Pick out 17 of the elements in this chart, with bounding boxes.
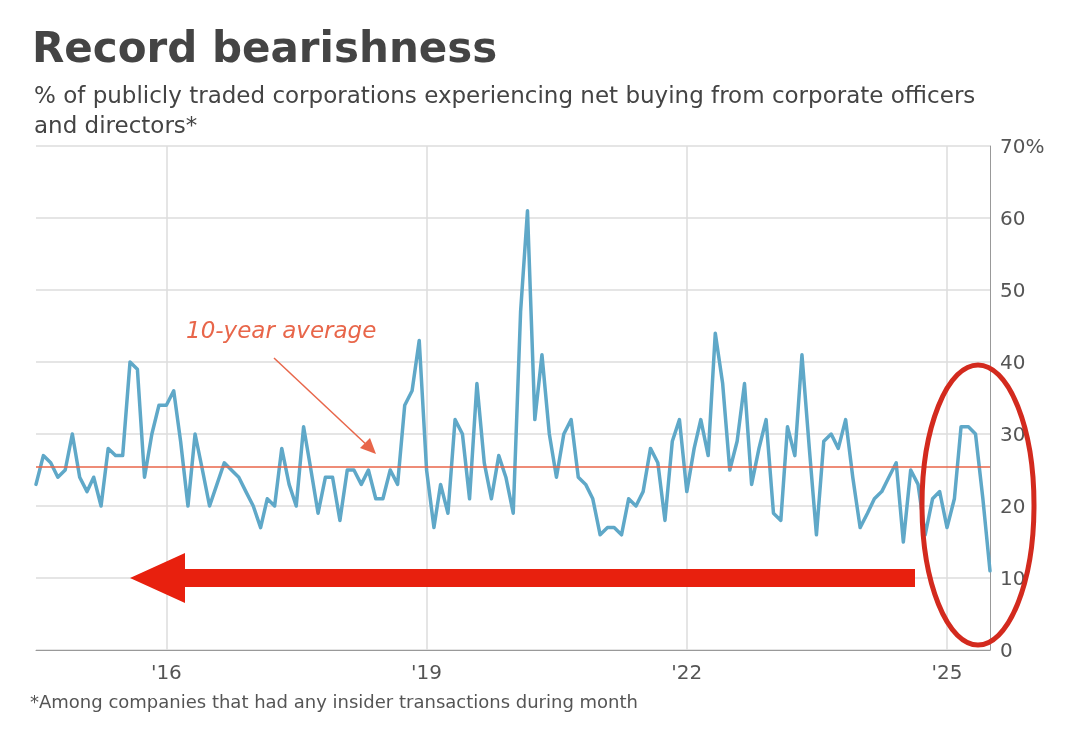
chart-title: Record bearishness (32, 22, 498, 72)
y-tick-label: 50 (1000, 278, 1026, 302)
x-tick-label: '19 (411, 660, 443, 684)
y-tick-label: 60 (1000, 206, 1026, 230)
ref-line-label: 10-year average (186, 316, 377, 343)
x-tick-label: '16 (150, 660, 182, 684)
y-tick-label: 40 (1000, 350, 1026, 374)
y-tick-label: 70% (1000, 134, 1045, 158)
x-tick-label: '25 (931, 660, 963, 684)
x-tick-label: '22 (671, 660, 703, 684)
y-tick-label: 20 (1000, 494, 1026, 518)
chart-subtitle: % of publicly traded corporations experiencing net buying from corporate officers and directors* (34, 82, 983, 138)
y-tick-label: 0 (1000, 638, 1013, 662)
y-tick-label: 30 (1000, 422, 1026, 446)
line-series (34, 209, 992, 573)
text: *Among companies that had any insider transactions during month (30, 690, 638, 712)
y-tick-label: 10 (1000, 566, 1026, 590)
